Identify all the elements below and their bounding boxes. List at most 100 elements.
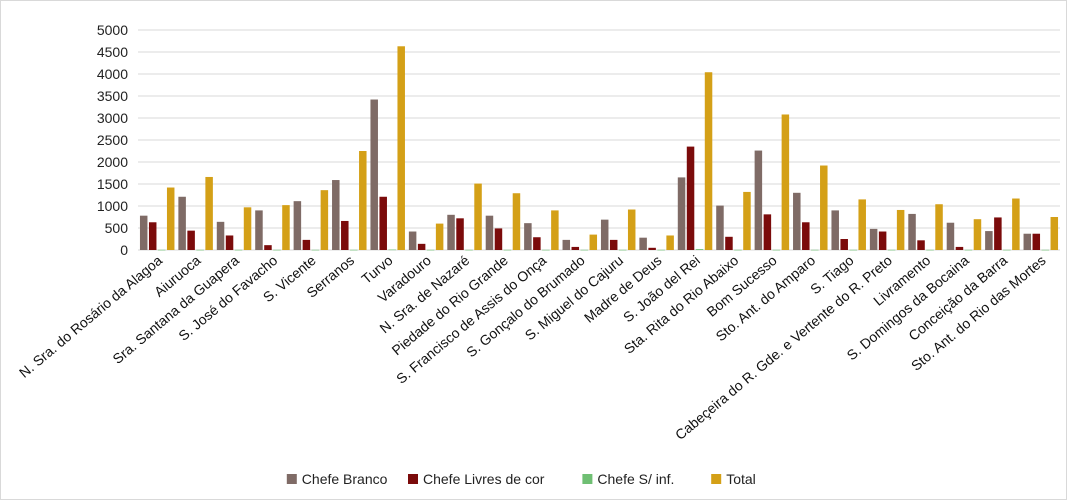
bar (350, 249, 358, 251)
bars (139, 46, 1059, 251)
bar (533, 237, 541, 250)
bar (293, 201, 302, 250)
y-tick-label: 5000 (97, 22, 128, 38)
bar (512, 193, 521, 250)
legend-swatch (582, 474, 593, 484)
bar (716, 205, 724, 250)
bar (273, 249, 281, 251)
bar (359, 151, 367, 250)
bar (743, 191, 751, 250)
bar (811, 249, 819, 251)
bar (955, 246, 964, 250)
bar (426, 249, 435, 251)
bar (763, 214, 772, 250)
bar (320, 190, 329, 250)
bar (946, 222, 955, 250)
bar (485, 215, 494, 250)
bar (196, 249, 204, 251)
bar (580, 249, 589, 251)
bar (858, 199, 866, 250)
bar (869, 228, 878, 250)
bar (205, 176, 213, 250)
bar (216, 221, 225, 250)
bar (926, 249, 934, 251)
bar (793, 192, 801, 250)
bar (772, 249, 781, 251)
bar (820, 165, 828, 250)
bar (148, 222, 157, 250)
bar (447, 214, 455, 250)
y-tick-label: 2500 (97, 132, 128, 148)
bar (648, 247, 656, 250)
bar (234, 249, 243, 251)
bar (627, 209, 636, 250)
bar (1023, 233, 1032, 250)
bar (973, 219, 982, 250)
bar (524, 223, 532, 250)
legend-label: Total (726, 471, 756, 487)
bar (1041, 249, 1050, 251)
bar (666, 235, 674, 250)
bar (417, 243, 426, 250)
y-tick-label: 3000 (97, 110, 128, 126)
bar (1032, 233, 1041, 250)
category-label: N. Sra. do Rosário da Alagoa (16, 252, 165, 381)
x-axis-labels: N. Sra. do Rosário da AlagoaAiuruocaSra.… (16, 252, 1049, 443)
bar (178, 196, 186, 250)
y-axis-ticks: 0 500 1000 1500 2000 2500 3000 3500 4000 4500 5000 (97, 22, 128, 258)
bar (397, 46, 405, 250)
bar (639, 237, 647, 250)
bar (282, 205, 290, 250)
y-tick-label: 3500 (97, 88, 128, 104)
bar (600, 219, 609, 250)
bar (695, 249, 704, 250)
bar (831, 210, 839, 250)
bar (725, 236, 733, 250)
y-tick-label: 2000 (97, 154, 128, 170)
bar (1003, 249, 1011, 251)
bar (187, 230, 195, 250)
bar (264, 245, 272, 250)
bar (139, 215, 148, 250)
bar (935, 204, 943, 250)
y-tick-label: 1000 (97, 198, 128, 214)
bar (571, 246, 580, 250)
bar (157, 249, 166, 251)
bar (435, 223, 444, 250)
bar (896, 209, 905, 250)
legend-label: Chefe Livres de cor (423, 471, 545, 487)
bar (370, 99, 378, 251)
legend-swatch (408, 474, 418, 484)
bar (985, 231, 993, 250)
bar (1050, 217, 1059, 250)
bar (311, 249, 320, 251)
bar (341, 220, 349, 250)
y-tick-label: 4500 (97, 44, 128, 60)
legend-label: Chefe Branco (302, 471, 388, 487)
bar (551, 210, 559, 250)
bar (166, 187, 175, 250)
bar (754, 150, 763, 250)
y-tick-label: 1500 (97, 176, 128, 192)
bar (781, 114, 790, 250)
bar (465, 249, 473, 251)
bar (964, 249, 973, 251)
bar (840, 239, 848, 250)
bar (677, 177, 686, 250)
bar (302, 239, 311, 250)
bar (609, 239, 618, 250)
bar (589, 234, 598, 250)
bar (225, 235, 234, 250)
bar (657, 249, 665, 251)
legend-swatch (711, 474, 722, 484)
bar (618, 249, 627, 251)
gridlines (138, 29, 1060, 251)
bar (878, 231, 887, 250)
bar (494, 228, 503, 250)
bar (704, 72, 713, 251)
bar (332, 180, 340, 250)
y-tick-label: 0 (120, 242, 128, 258)
legend-label: Chefe S/ inf. (597, 471, 674, 487)
bar (243, 207, 252, 250)
